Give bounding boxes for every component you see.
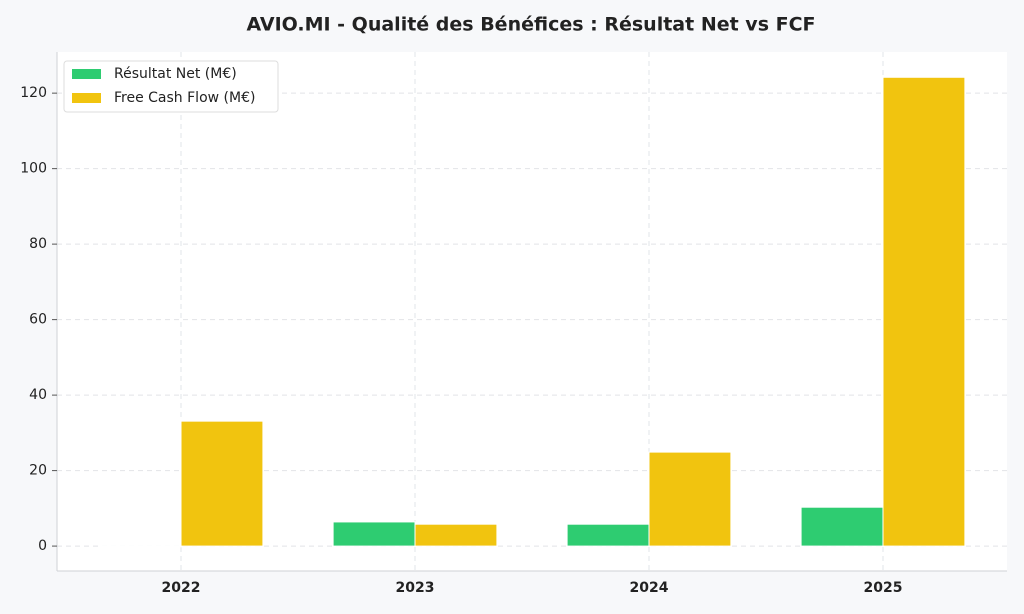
x-tick-label: 2024	[630, 580, 669, 596]
y-tick-label: 40	[29, 387, 47, 403]
bar	[332, 521, 416, 547]
legend-label: Résultat Net (M€)	[114, 66, 237, 82]
bar	[648, 451, 732, 547]
y-tick-label: 20	[29, 463, 47, 479]
legend-label: Free Cash Flow (M€)	[114, 90, 255, 106]
legend-swatch	[72, 93, 101, 103]
bar	[882, 76, 966, 547]
bar	[180, 420, 264, 547]
legend-swatch	[72, 69, 101, 79]
bar	[566, 523, 650, 547]
legend: Résultat Net (M€) Free Cash Flow (M€)	[63, 60, 279, 113]
bar	[414, 523, 498, 547]
legend-box	[63, 60, 279, 113]
y-tick-label: 120	[20, 85, 47, 101]
x-tick-label: 2023	[396, 580, 435, 596]
x-tick-label: 2022	[162, 580, 201, 596]
bars	[98, 76, 966, 548]
chart-title: AVIO.MI - Qualité des Bénéfices : Résult…	[246, 14, 815, 36]
y-tick-label: 60	[29, 312, 47, 328]
x-tick-label: 2025	[864, 580, 903, 596]
bar	[98, 545, 182, 548]
bar	[800, 506, 884, 547]
y-tick-label: 100	[20, 161, 47, 177]
y-tick-label: 0	[38, 538, 47, 554]
y-tick-label: 80	[29, 236, 47, 252]
